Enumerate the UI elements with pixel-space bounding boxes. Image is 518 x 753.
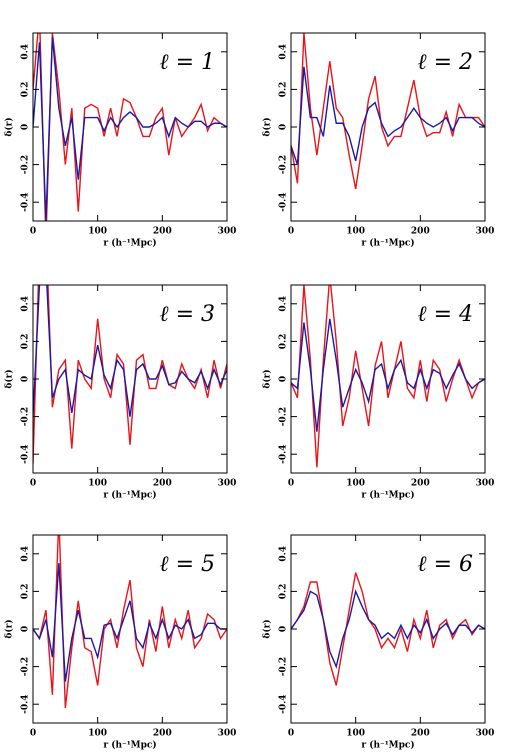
y-tick-label: -0.4 <box>279 694 289 713</box>
y-tick-label: -0.2 <box>279 657 289 676</box>
x-tick-label: 200 <box>153 227 172 237</box>
panel: 0 100 200 300 -0.4 -0.2 0 0.2 0.4 r (h⁻¹Mpc) δ(r) ℓ… <box>262 284 495 501</box>
panel: 0 100 200 300 -0.4 -0.2 0 0.2 0.4 r (h⁻¹Mpc) δ(r) ℓ… <box>262 534 495 751</box>
y-tick-label: -0.4 <box>279 192 289 211</box>
x-axis-title: r (h⁻¹Mpc) <box>361 740 414 751</box>
y-axis-title: δ(r) <box>262 369 273 388</box>
x-tick-label: 200 <box>153 729 172 739</box>
x-tick-label: 200 <box>411 227 430 237</box>
data-line <box>291 318 485 432</box>
x-tick-label: 0 <box>30 729 36 739</box>
y-tick-label: 0.2 <box>279 82 289 98</box>
y-tick-label: 0 <box>21 626 31 632</box>
y-tick-label: 0.2 <box>279 584 289 600</box>
data-line <box>291 589 485 669</box>
panel-annotation: ℓ = 2 <box>417 50 473 75</box>
data-line <box>33 285 227 464</box>
y-tick-label: 0.4 <box>279 44 289 60</box>
y-tick-label: 0 <box>21 376 31 382</box>
data-line <box>33 535 227 709</box>
x-tick-label: 300 <box>218 729 237 739</box>
x-tick-label: 300 <box>476 729 495 739</box>
x-tick-label: 200 <box>411 479 430 489</box>
x-tick-label: 200 <box>411 729 430 739</box>
x-axis-title: r (h⁻¹Mpc) <box>103 238 156 249</box>
panel-annotation: ℓ = 5 <box>159 552 215 577</box>
x-axis-title: r (h⁻¹Mpc) <box>103 740 156 751</box>
y-tick-label: -0.2 <box>21 407 31 426</box>
x-tick-label: 0 <box>288 729 294 739</box>
data-line <box>33 285 227 417</box>
y-tick-label: 0.2 <box>21 584 31 600</box>
y-tick-label: 0 <box>279 124 289 130</box>
y-tick-label: -0.2 <box>279 155 289 174</box>
x-axis-title: r (h⁻¹Mpc) <box>361 490 414 501</box>
x-axis-title: r (h⁻¹Mpc) <box>361 238 414 249</box>
x-tick-label: 100 <box>346 729 365 739</box>
panel-annotation: ℓ = 4 <box>417 302 473 327</box>
x-tick-label: 200 <box>153 479 172 489</box>
x-tick-label: 300 <box>476 227 495 237</box>
panel: 0 100 200 300 -0.4 -0.2 0 0.2 0.4 r (h⁻¹Mpc) δ(r) ℓ… <box>262 32 495 249</box>
data-line <box>33 33 227 221</box>
y-axis-title: δ(r) <box>262 619 273 638</box>
y-tick-label: 0.4 <box>279 296 289 312</box>
x-tick-label: 0 <box>288 479 294 489</box>
y-tick-label: 0.2 <box>21 82 31 98</box>
x-tick-label: 0 <box>30 227 36 237</box>
y-tick-label: -0.2 <box>279 407 289 426</box>
y-tick-label: 0.4 <box>21 296 31 312</box>
y-tick-label: 0.2 <box>21 334 31 350</box>
y-axis-title: δ(r) <box>4 369 15 388</box>
y-axis-title: δ(r) <box>4 117 15 136</box>
x-tick-label: 100 <box>88 729 107 739</box>
x-tick-label: 100 <box>88 227 107 237</box>
panel: 0 100 200 300 -0.4 -0.2 0 0.2 0.4 r (h⁻¹Mpc) δ(r) ℓ… <box>4 32 237 249</box>
x-tick-label: 0 <box>288 227 294 237</box>
panel-annotation: ℓ = 6 <box>417 552 473 577</box>
data-line <box>33 36 227 221</box>
y-tick-label: 0 <box>279 376 289 382</box>
panel: 0 100 200 300 -0.4 -0.2 0 0.2 0.4 r (h⁻¹Mpc) δ(r) ℓ… <box>4 284 237 501</box>
data-line <box>33 563 227 682</box>
data-line <box>291 66 485 165</box>
y-tick-label: -0.4 <box>21 444 31 463</box>
y-tick-label: -0.2 <box>21 657 31 676</box>
y-tick-label: 0.4 <box>21 44 31 60</box>
data-line <box>291 285 485 468</box>
y-tick-label: -0.4 <box>21 694 31 713</box>
y-tick-label: 0 <box>21 124 31 130</box>
y-axis-title: δ(r) <box>262 117 273 136</box>
y-tick-label: 0.4 <box>279 546 289 562</box>
panel-annotation: ℓ = 3 <box>159 302 215 327</box>
x-tick-label: 0 <box>30 479 36 489</box>
y-tick-label: -0.4 <box>21 192 31 211</box>
y-tick-label: -0.2 <box>21 155 31 174</box>
x-tick-label: 100 <box>88 479 107 489</box>
y-tick-label: 0.2 <box>279 334 289 350</box>
x-tick-label: 100 <box>346 227 365 237</box>
data-line <box>291 33 485 190</box>
panel: 0 100 200 300 -0.4 -0.2 0 0.2 0.4 r (h⁻¹Mpc) δ(r) ℓ… <box>4 534 237 751</box>
x-tick-label: 300 <box>476 479 495 489</box>
y-axis-title: δ(r) <box>4 619 15 638</box>
y-tick-label: 0.4 <box>21 546 31 562</box>
x-tick-label: 300 <box>218 227 237 237</box>
x-tick-label: 100 <box>346 479 365 489</box>
y-tick-label: -0.4 <box>279 444 289 463</box>
x-tick-label: 300 <box>218 479 237 489</box>
x-axis-title: r (h⁻¹Mpc) <box>103 490 156 501</box>
y-tick-label: 0 <box>279 626 289 632</box>
panel-annotation: ℓ = 1 <box>159 50 215 75</box>
